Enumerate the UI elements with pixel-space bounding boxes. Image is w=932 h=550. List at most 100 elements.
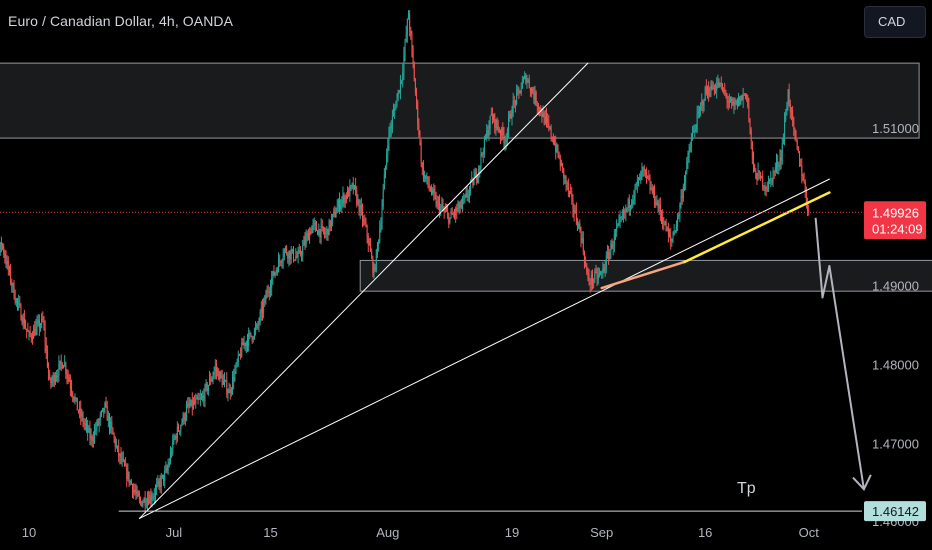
bull-candle: [631, 203, 633, 206]
bull-candle: [167, 465, 169, 471]
trendline-steep[interactable]: [138, 62, 589, 519]
bear-candle: [113, 434, 115, 439]
bear-candle: [416, 92, 418, 102]
bear-candle: [327, 228, 329, 236]
bull-candle: [781, 143, 783, 162]
bull-candle: [389, 128, 391, 131]
bull-candle: [742, 94, 744, 100]
bear-candle: [496, 119, 498, 127]
bull-candle: [202, 395, 204, 398]
bull-candle: [467, 195, 469, 197]
bull-candle: [672, 235, 674, 239]
bull-candle: [349, 185, 351, 197]
projection-path[interactable]: [814, 217, 865, 490]
bear-candle: [367, 235, 369, 245]
time-tick-label: Aug: [376, 525, 399, 540]
bull-candle: [312, 223, 314, 227]
trendline-yellow-highlight[interactable]: [683, 191, 831, 264]
bull-candle: [710, 84, 712, 96]
support-zone[interactable]: [359, 259, 932, 292]
bull-candle: [560, 163, 562, 167]
bull-candle: [449, 217, 451, 224]
bear-candle: [27, 330, 29, 332]
price-axis[interactable]: 1.47000 1.48000 1.49000 1.51000: [872, 121, 919, 452]
bear-candle: [611, 243, 613, 249]
bull-candle: [94, 429, 96, 440]
bull-candle: [382, 189, 384, 208]
bear-candle: [280, 261, 282, 263]
bear-candle: [721, 83, 723, 91]
bull-candle: [696, 113, 698, 130]
bull-candle: [145, 504, 147, 506]
projection-arrowhead: [852, 474, 872, 491]
bear-candle: [459, 202, 461, 209]
bear-candle: [3, 246, 5, 255]
bull-candle: [36, 322, 38, 327]
bear-candle: [587, 272, 589, 278]
bull-candle: [784, 120, 786, 138]
bear-candle: [91, 436, 93, 441]
bull-candle: [74, 398, 76, 401]
currency-button[interactable]: CAD: [864, 6, 926, 38]
bull-candle: [380, 224, 382, 229]
bull-candle: [616, 227, 618, 233]
bull-candle: [673, 230, 675, 236]
time-tick-label: 10: [22, 525, 36, 540]
trendline-long[interactable]: [138, 178, 830, 519]
bear-candle: [45, 344, 47, 352]
bear-candle: [159, 482, 161, 488]
time-axis[interactable]: 10 Jul 15 Aug 19 Sep 16 Oct: [22, 525, 819, 540]
bear-candle: [702, 101, 704, 106]
bear-candle: [194, 401, 196, 404]
bear-candle: [535, 92, 537, 105]
bull-candle: [18, 302, 20, 304]
bull-candle: [8, 268, 10, 270]
bull-candle: [455, 208, 457, 215]
bull-candle: [325, 233, 327, 235]
bear-candle: [705, 87, 707, 94]
bull-candle: [618, 220, 620, 225]
bear-candle: [307, 233, 309, 241]
bear-candle: [541, 113, 543, 118]
bull-candle: [581, 238, 583, 241]
bull-candle: [761, 176, 763, 179]
bear-candle: [44, 328, 46, 345]
bull-candle: [169, 452, 171, 463]
bear-candle: [183, 414, 185, 421]
bull-candle: [284, 248, 286, 250]
resistance-zone[interactable]: [0, 62, 920, 139]
trendline-segment-highlight[interactable]: [600, 260, 686, 290]
bear-candle: [76, 397, 78, 411]
bear-candle: [279, 259, 281, 262]
bear-candle: [314, 223, 316, 225]
bear-candle: [651, 187, 653, 194]
bull-candle: [501, 127, 503, 136]
bear-candle: [801, 165, 803, 176]
bear-candle: [371, 251, 373, 258]
bull-candle: [615, 232, 616, 234]
bull-candle: [627, 199, 629, 208]
bear-candle: [595, 271, 597, 273]
bull-candle: [403, 54, 405, 72]
bear-candle: [329, 220, 331, 228]
bull-candle: [386, 154, 388, 166]
bear-candle: [215, 366, 217, 371]
bull-candle: [785, 114, 787, 121]
bull-candle: [594, 271, 596, 280]
bull-candle: [332, 214, 334, 220]
bear-candle: [265, 296, 267, 299]
bear-candle: [571, 192, 573, 197]
bear-candle: [148, 499, 150, 504]
bear-candle: [763, 187, 765, 189]
bear-candle: [443, 209, 445, 211]
bull-candle: [255, 327, 257, 330]
bear-candle: [360, 205, 362, 210]
bull-candle: [462, 199, 464, 205]
bull-candle: [385, 165, 386, 175]
bear-candle: [14, 298, 16, 303]
trendlines-layer[interactable]: Tp: [0, 62, 872, 519]
bear-candle: [413, 63, 415, 82]
bear-candle: [11, 282, 13, 286]
bull-candle: [629, 205, 631, 209]
